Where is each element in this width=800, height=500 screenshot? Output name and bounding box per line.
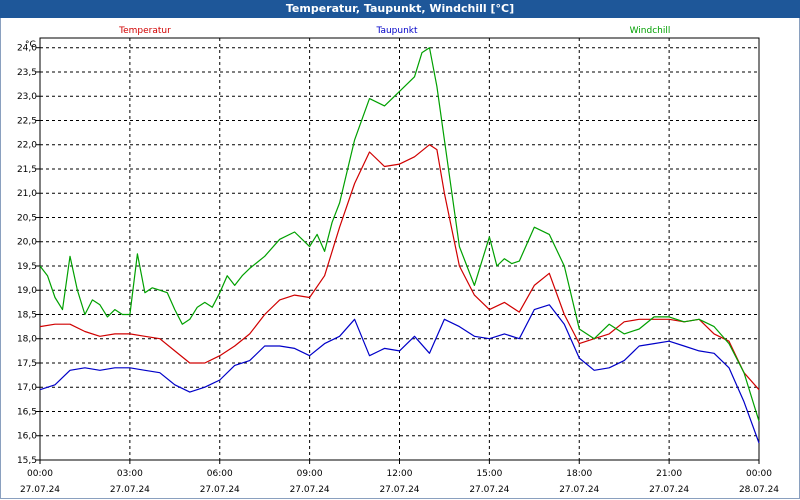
- chart-frame: [0, 18, 800, 499]
- chart-title: Temperatur, Taupunkt, Windchill [°C]: [285, 2, 515, 15]
- chart-title-bar: Temperatur, Taupunkt, Windchill [°C]: [0, 0, 800, 18]
